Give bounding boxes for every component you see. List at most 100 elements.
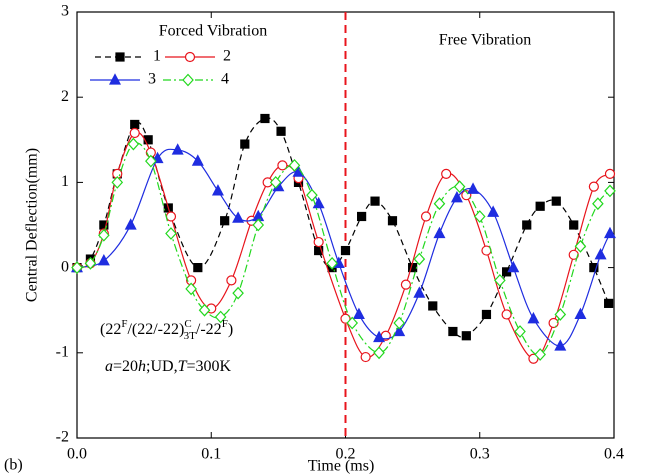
x-tick-label: 0.1 xyxy=(201,446,221,463)
y-tick-label: 2 xyxy=(61,88,69,105)
marker xyxy=(288,158,301,172)
marker xyxy=(109,73,121,85)
marker xyxy=(604,298,614,308)
formula-part: ) xyxy=(228,321,233,338)
marker xyxy=(226,275,237,286)
marker xyxy=(165,211,177,222)
marker xyxy=(461,331,471,341)
marker xyxy=(373,346,385,360)
formula-part: /-22 xyxy=(196,321,222,338)
x-tick-label: 0.0 xyxy=(67,446,87,463)
region-label: Free Vibration xyxy=(439,32,532,49)
panel-label: (b) xyxy=(4,457,23,474)
marker xyxy=(182,73,194,87)
condition-part: =20 xyxy=(113,358,138,375)
marker xyxy=(589,263,599,273)
condition-part: h xyxy=(138,358,146,375)
marker xyxy=(232,286,244,300)
marker xyxy=(473,210,486,223)
formula-part: C xyxy=(184,318,191,330)
marker xyxy=(588,181,599,192)
marker xyxy=(413,286,426,298)
condition-part: ;UD, xyxy=(146,358,178,375)
x-axis-label: Time (ms) xyxy=(308,458,375,475)
condition-part: =300K xyxy=(187,358,232,375)
marker xyxy=(352,307,365,320)
marker xyxy=(453,180,466,194)
marker xyxy=(191,154,204,166)
marker xyxy=(400,279,412,290)
marker xyxy=(604,168,616,179)
x-tick-label: 0.3 xyxy=(470,446,490,463)
marker xyxy=(193,263,203,273)
marker xyxy=(165,227,177,240)
marker xyxy=(145,154,157,168)
marker xyxy=(450,190,463,203)
marker xyxy=(448,326,458,337)
marker xyxy=(277,160,288,171)
marker xyxy=(184,51,196,63)
formula-part: 3T xyxy=(184,330,197,342)
marker xyxy=(420,211,432,222)
marker xyxy=(594,248,607,260)
marker xyxy=(340,313,351,324)
condition-part: a xyxy=(105,358,113,375)
marker xyxy=(467,182,480,194)
marker xyxy=(551,196,561,206)
marker xyxy=(534,348,546,361)
condition-part: T xyxy=(178,358,188,375)
marker xyxy=(387,216,398,226)
marker xyxy=(346,316,359,330)
marker xyxy=(574,239,587,253)
marker xyxy=(98,228,110,242)
marker xyxy=(604,184,616,198)
legend-label: 3 xyxy=(148,71,156,88)
marker xyxy=(312,196,325,209)
marker xyxy=(211,184,224,196)
marker xyxy=(603,226,616,239)
x-tick-label: 0.2 xyxy=(336,446,356,463)
marker xyxy=(501,309,512,320)
marker xyxy=(522,220,532,230)
marker xyxy=(514,325,526,338)
marker xyxy=(569,220,579,230)
marker xyxy=(326,256,338,270)
marker xyxy=(97,253,110,266)
marker xyxy=(433,226,446,239)
marker xyxy=(413,252,426,266)
marker xyxy=(433,197,446,211)
y-tick-label: 1 xyxy=(61,173,69,190)
series-line xyxy=(76,142,611,356)
marker xyxy=(357,211,367,222)
marker xyxy=(252,218,265,232)
marker xyxy=(313,236,324,248)
marker xyxy=(370,196,380,206)
x-tick-label: 0.4 xyxy=(604,446,624,463)
marker xyxy=(240,139,250,149)
marker xyxy=(220,216,230,226)
marker xyxy=(528,353,539,364)
marker xyxy=(260,113,270,124)
marker xyxy=(554,308,567,321)
marker xyxy=(276,126,286,136)
marker xyxy=(115,52,125,62)
condition: a=20h;UD,T=300K xyxy=(105,358,232,375)
marker xyxy=(481,309,492,320)
marker xyxy=(494,273,506,287)
marker xyxy=(124,218,137,230)
formula-part: F xyxy=(222,318,228,330)
y-tick-label: -2 xyxy=(56,429,69,446)
y-tick-label: 3 xyxy=(61,3,69,20)
formula-part: /(22/-22) xyxy=(127,321,184,338)
marker xyxy=(441,168,452,179)
y-tick-label: -1 xyxy=(56,343,69,360)
marker xyxy=(535,201,545,211)
marker xyxy=(111,176,124,189)
formula-part: F xyxy=(121,318,127,330)
y-axis-label: Central Deflection(mm) xyxy=(24,148,41,302)
marker xyxy=(393,324,406,337)
marker xyxy=(360,351,371,363)
marker xyxy=(373,330,386,343)
legend-title: Forced Vibration xyxy=(159,23,268,40)
